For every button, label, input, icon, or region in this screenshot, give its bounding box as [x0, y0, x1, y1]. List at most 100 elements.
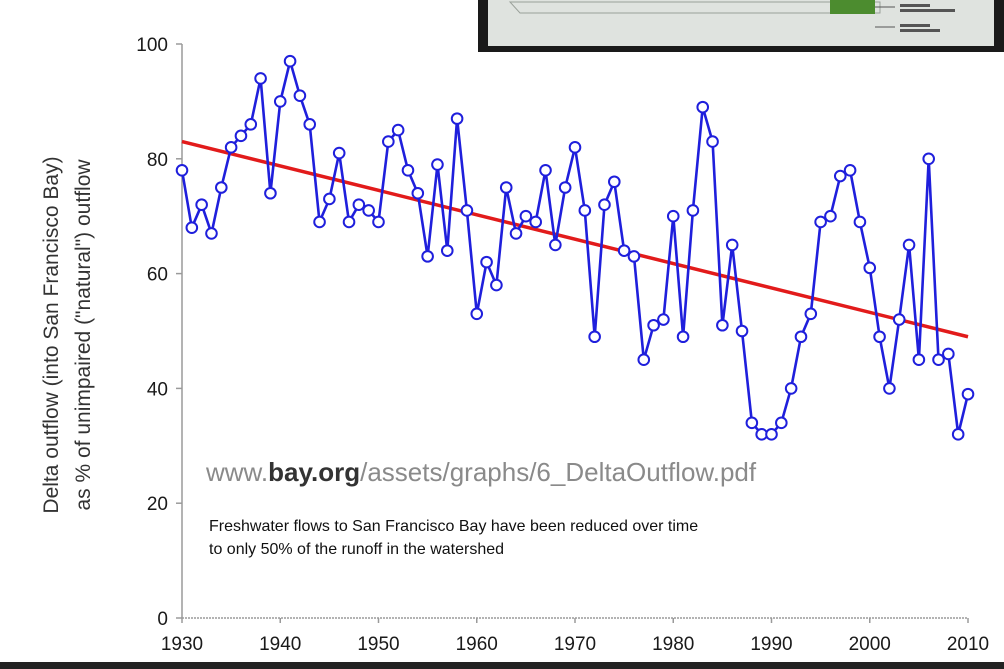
data-point: [784, 382, 798, 395]
x-tick-label: 1960: [456, 634, 498, 655]
data-point: [549, 238, 562, 252]
data-point: [951, 428, 965, 441]
caption-line1: Freshwater flows to San Francisco Bay ha…: [209, 518, 698, 535]
data-point: [745, 416, 759, 430]
data-point: [824, 209, 837, 223]
inset-photo-text: [900, 24, 930, 27]
data-point: [883, 382, 896, 395]
data-point: [568, 141, 582, 154]
data-point: [293, 89, 307, 102]
data-point: [588, 330, 601, 344]
data-point: [352, 198, 366, 212]
data-point: [666, 209, 680, 223]
y-tick-label: 80: [147, 150, 168, 171]
inset-photo-shape: [508, 1, 881, 14]
data-point: [539, 163, 552, 177]
ticks-layer: 0 20 40 60 80 100 1930 1940 1950 1960 1970 1980 1990…: [136, 35, 989, 655]
bottom-band: [0, 662, 1004, 669]
data-point: [450, 112, 464, 125]
data-point: [765, 428, 778, 441]
x-tick-label: 2000: [849, 634, 891, 655]
x-tick-label: 1930: [161, 634, 203, 655]
data-point: [480, 255, 493, 269]
source-url-prefix: www.: [205, 457, 268, 487]
data-point: [942, 347, 955, 361]
data-point: [421, 250, 434, 263]
data-point: [961, 387, 975, 401]
data-point: [401, 163, 415, 177]
data-point: [460, 204, 474, 217]
data-point: [529, 215, 543, 229]
y-tick-label: 20: [147, 494, 168, 515]
source-url-domain: bay.org: [268, 457, 360, 487]
data-point: [382, 135, 395, 148]
y-tick-label: 40: [147, 379, 168, 400]
data-point: [873, 330, 886, 344]
data-point: [490, 278, 503, 292]
data-point: [814, 215, 827, 229]
inset-photo: [478, 0, 1004, 52]
data-point: [195, 198, 208, 212]
data-point: [185, 221, 199, 234]
data-point: [932, 353, 945, 367]
data-point: [892, 313, 906, 326]
data-point: [323, 192, 336, 206]
data-point: [470, 307, 484, 321]
data-point: [372, 215, 385, 229]
data-point: [578, 204, 592, 217]
series-line: [180, 59, 970, 436]
data-point: [175, 163, 189, 177]
y-axis-label-line2: as % of unimpaired ("natural") outflow: [72, 159, 95, 511]
x-tick-label: 1980: [652, 634, 694, 655]
data-point: [735, 324, 749, 338]
data-point: [519, 209, 533, 223]
data-point: [342, 215, 356, 229]
y-tick-label: 0: [157, 609, 168, 630]
y-axis-label-line1: Delta outflow (into San Francisco Bay): [40, 156, 63, 513]
data-point: [313, 215, 326, 229]
series-layer: [175, 54, 975, 441]
data-point: [215, 181, 228, 194]
source-url-path: /assets/graphs/6_DeltaOutflow.pdf: [360, 457, 757, 487]
y-tick-label: 60: [147, 265, 168, 286]
data-point: [303, 118, 317, 131]
data-point: [254, 72, 267, 85]
x-tick-label: 1950: [357, 634, 399, 655]
source-url: www.bay.org/assets/graphs/6_DeltaOutflow…: [205, 457, 757, 487]
data-point: [863, 261, 877, 275]
x-tick-label: 1940: [259, 634, 301, 655]
data-point: [853, 215, 867, 229]
data-point: [902, 238, 916, 252]
data-point: [775, 416, 788, 430]
data-point: [912, 353, 926, 367]
data-point: [509, 227, 523, 240]
data-point: [725, 238, 739, 252]
data-point: [617, 244, 631, 257]
data-point: [499, 181, 513, 194]
data-point: [627, 250, 641, 263]
data-point: [264, 186, 277, 200]
data-point: [843, 163, 857, 177]
data-point: [411, 186, 425, 200]
data-point: [608, 175, 621, 189]
data-point: [637, 353, 651, 367]
data-point: [362, 204, 375, 217]
data-point: [205, 227, 218, 240]
inset-photo-paper: [488, 0, 994, 46]
data-point: [558, 181, 572, 194]
data-point: [804, 307, 818, 321]
data-point: [224, 141, 238, 154]
data-point: [716, 318, 729, 332]
data-point: [833, 169, 847, 183]
data-point: [686, 204, 700, 217]
data-point: [657, 313, 670, 326]
data-point: [283, 54, 297, 68]
data-point: [598, 198, 611, 212]
data-point: [922, 152, 936, 166]
inset-photo-text: [900, 9, 955, 12]
x-tick-label: 1970: [554, 634, 596, 655]
caption-line2: to only 50% of the runoff in the watersh…: [209, 541, 504, 558]
data-point: [647, 318, 660, 332]
data-point: [696, 100, 710, 114]
